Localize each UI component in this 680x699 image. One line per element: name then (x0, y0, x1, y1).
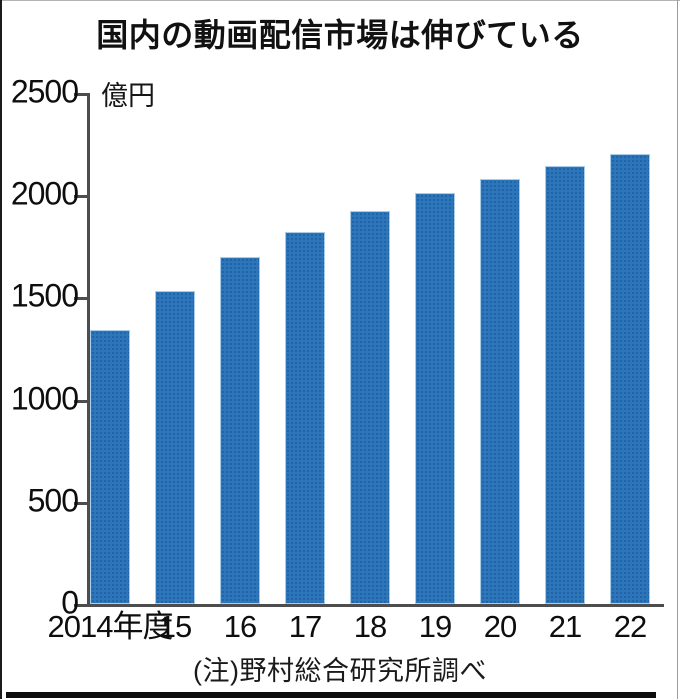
y-tick-label: 2000 (10, 175, 79, 212)
bar-2014年度 (90, 330, 130, 604)
x-tick-label: 19 (418, 609, 452, 644)
x-tick-label: 20 (483, 609, 517, 644)
x-tick-label: 21 (548, 609, 582, 644)
x-tick-label: 22 (613, 609, 647, 644)
x-tick-label: 17 (288, 609, 322, 644)
frame-top-line (0, 0, 680, 1)
chart-title: 国内の動画配信市場は伸びている (96, 17, 584, 53)
x-tick-label: 16 (223, 609, 257, 644)
y-tick (74, 93, 87, 96)
y-tick (74, 502, 87, 505)
y-tick-label: 500 (27, 482, 79, 519)
x-tick-label: 18 (353, 609, 387, 644)
y-axis-unit-label: 億円 (101, 81, 155, 111)
y-tick-label: 0 (61, 584, 79, 621)
y-tick (74, 297, 87, 300)
x-tick-label: 2014年度 (47, 609, 174, 644)
frame-right-line (677, 0, 678, 699)
x-axis-line (74, 604, 664, 607)
y-tick-label: 1500 (10, 277, 79, 314)
bar-16 (220, 257, 260, 604)
x-tick-label: 15 (158, 609, 192, 644)
bar-15 (155, 291, 195, 604)
y-tick (74, 195, 87, 198)
y-tick-label: 1000 (10, 380, 79, 417)
bar-18 (350, 211, 390, 604)
y-axis-line (87, 93, 90, 607)
bar-20 (480, 179, 520, 604)
bar-19 (415, 193, 455, 604)
source-note: (注)野村総合研究所調べ (193, 656, 487, 686)
bar-17 (285, 232, 325, 604)
bottom-rule (6, 692, 656, 698)
frame-left-line (0, 0, 2, 699)
bar-21 (545, 166, 585, 604)
bar-22 (610, 154, 650, 604)
y-tick (74, 400, 87, 403)
y-tick-label: 2500 (10, 73, 79, 110)
